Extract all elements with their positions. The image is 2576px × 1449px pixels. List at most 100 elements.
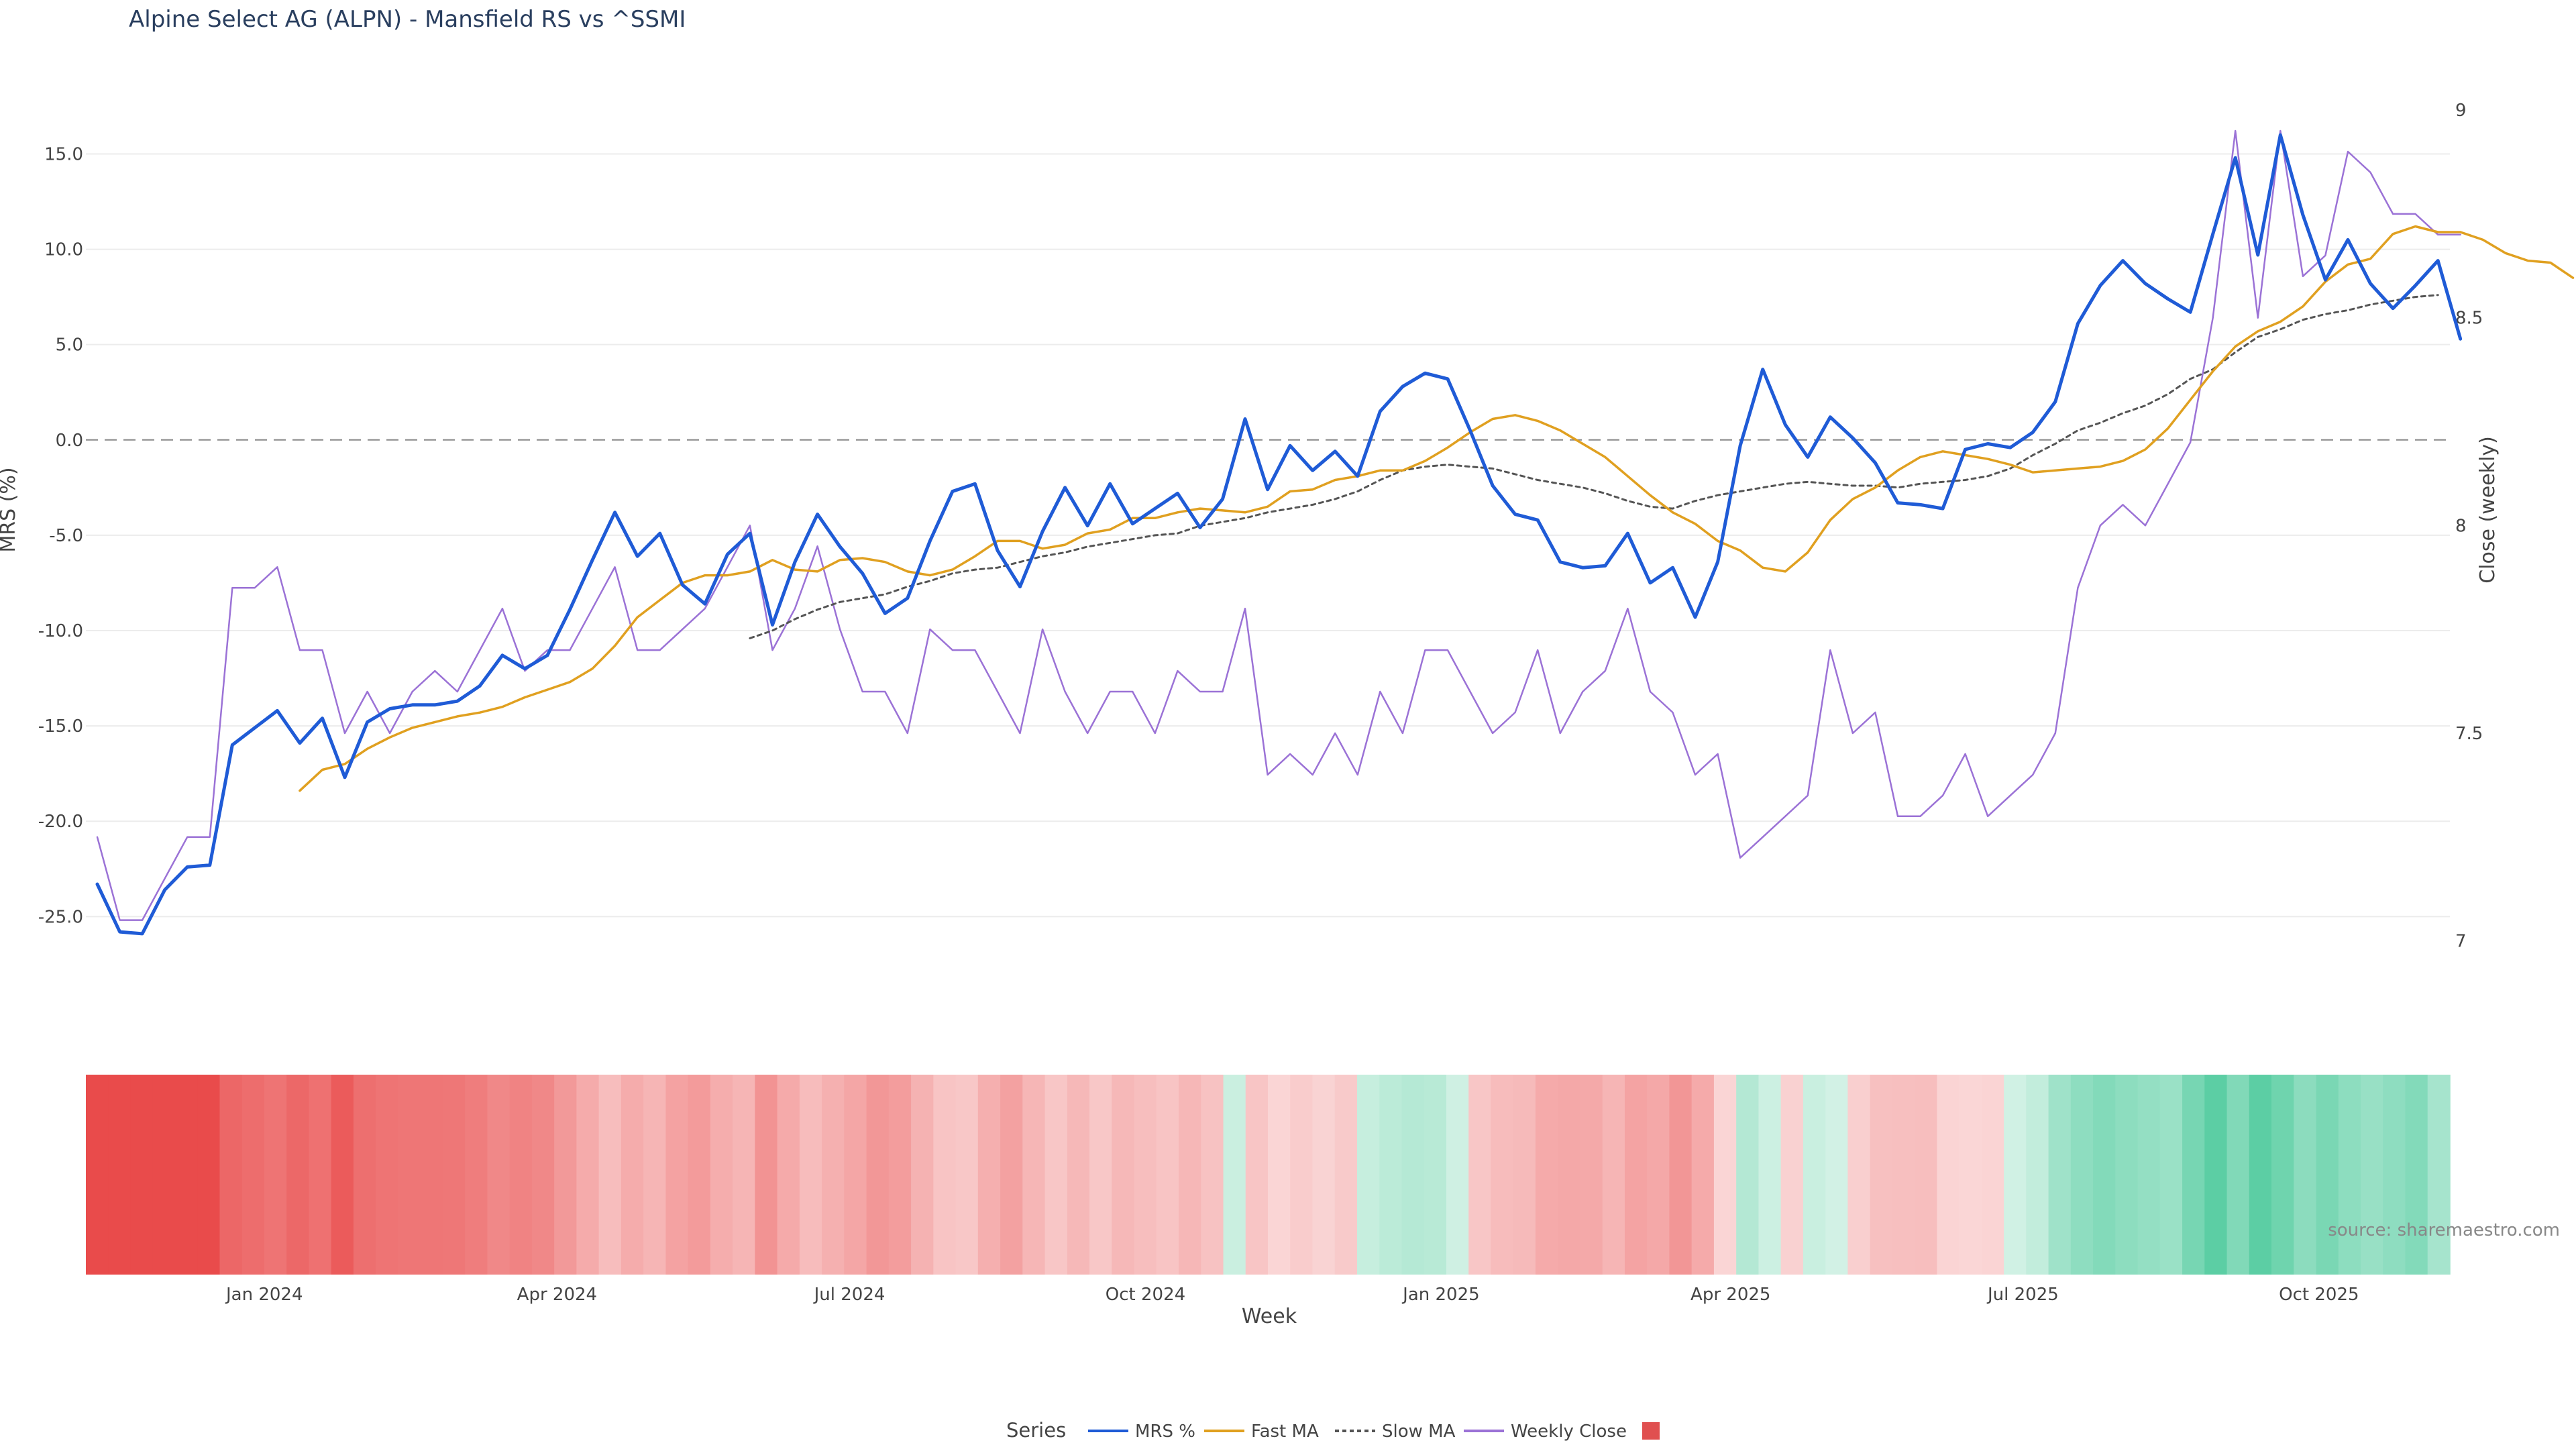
- legend-item[interactable]: Weekly Close: [1464, 1421, 1627, 1442]
- strip-cell: [86, 1075, 109, 1275]
- legend-item[interactable]: Fast MA: [1204, 1421, 1319, 1442]
- strip-cell: [1424, 1075, 1447, 1275]
- x-tick-label: Jan 2024: [225, 1285, 303, 1305]
- strip-cell: [2271, 1075, 2295, 1275]
- strip-cell: [777, 1075, 800, 1275]
- x-tick-label: Oct 2024: [1106, 1285, 1185, 1305]
- strip-cell: [2204, 1075, 2228, 1275]
- strip-cell: [1401, 1075, 1425, 1275]
- strip-cell: [2004, 1075, 2027, 1275]
- legend-label: MRS %: [1135, 1421, 1195, 1442]
- strip-cell: [1870, 1075, 1893, 1275]
- strip-cell: [219, 1075, 243, 1275]
- strip-cell: [353, 1075, 376, 1275]
- y2-tick-label: 9: [2455, 101, 2467, 121]
- strip-cell: [264, 1075, 288, 1275]
- strip-cell: [733, 1075, 756, 1275]
- strip-cell: [1847, 1075, 1871, 1275]
- series-lines: [95, 129, 2575, 936]
- strip-cell: [1491, 1075, 1514, 1275]
- strip-cell: [844, 1075, 867, 1275]
- strip-cell: [1468, 1075, 1492, 1275]
- strip-cell: [665, 1075, 689, 1275]
- strip-cell: [1379, 1075, 1403, 1275]
- strip-cell: [2316, 1075, 2339, 1275]
- strip-cell: [866, 1075, 890, 1275]
- x-tick-label: Jan 2025: [1401, 1285, 1480, 1305]
- y-tick-label: -25.0: [38, 907, 83, 927]
- series-line-mrs: [95, 133, 2463, 936]
- strip-cell: [2070, 1075, 2094, 1275]
- strip-cell: [241, 1075, 265, 1275]
- y2-tick-label: 8.5: [2455, 309, 2483, 329]
- series-line-fast-ma: [299, 225, 2575, 792]
- chart-title: Alpine Select AG (ALPN) - Mansfield RS v…: [129, 6, 686, 33]
- x-axis-title: Week: [1242, 1305, 1297, 1328]
- strip-cell: [2115, 1075, 2139, 1275]
- strip-cell: [1602, 1075, 1625, 1275]
- strip-cell: [2427, 1075, 2451, 1275]
- strip-cell: [977, 1075, 1001, 1275]
- legend-title: Series: [1006, 1419, 1066, 1442]
- strip-cell: [1915, 1075, 1938, 1275]
- strip-cell: [1201, 1075, 1224, 1275]
- strip-cell: [1112, 1075, 1135, 1275]
- strip-cell: [1580, 1075, 1603, 1275]
- strip-cell: [487, 1075, 511, 1275]
- strip-cell: [1156, 1075, 1179, 1275]
- strip-cell: [376, 1075, 399, 1275]
- heat-strip: [86, 1075, 2451, 1275]
- y-axis-title: MRS (%): [0, 467, 20, 552]
- legend-item[interactable]: MRS %: [1088, 1421, 1195, 1442]
- series-line-weekly-close: [96, 129, 2461, 921]
- strip-cell: [755, 1075, 778, 1275]
- strip-cell: [955, 1075, 979, 1275]
- strip-cell: [1892, 1075, 1915, 1275]
- legend-swatch: [1642, 1422, 1660, 1440]
- strip-cell: [2137, 1075, 2161, 1275]
- legend-item[interactable]: Slow MA: [1335, 1421, 1456, 1442]
- legend-item[interactable]: [1642, 1422, 1660, 1440]
- strip-cell: [1312, 1075, 1336, 1275]
- x-axis: Jan 2024 Apr 2024 Jul 2024 Oct 2024 Jan 2025…: [225, 1285, 2359, 1305]
- y-tick-label: -10.0: [38, 621, 83, 641]
- strip-cell: [2383, 1075, 2406, 1275]
- x-tick-label: Jul 2025: [1986, 1285, 2059, 1305]
- strip-cell: [598, 1075, 622, 1275]
- strip-cell: [576, 1075, 600, 1275]
- strip-cell: [2048, 1075, 2072, 1275]
- strip-cell: [643, 1075, 667, 1275]
- strip-cell: [1290, 1075, 1313, 1275]
- strip-cell: [2249, 1075, 2272, 1275]
- strip-cell: [442, 1075, 466, 1275]
- strip-cell: [130, 1075, 154, 1275]
- strip-cell: [531, 1075, 555, 1275]
- strip-cell: [398, 1075, 421, 1275]
- strip-cell: [1245, 1075, 1269, 1275]
- strip-cell: [331, 1075, 354, 1275]
- y2-axis-title: Close (weekly): [2476, 436, 2500, 584]
- strip-cell: [2226, 1075, 2250, 1275]
- legend: Series MRS % Fast MA Slow MA Weekly Close: [1006, 1419, 1660, 1442]
- y-tick-label: -20.0: [38, 812, 83, 832]
- strip-cell: [888, 1075, 912, 1275]
- strip-cell: [1803, 1075, 1826, 1275]
- y2-tick-label: 7: [2455, 932, 2467, 952]
- strip-cell: [1334, 1075, 1358, 1275]
- x-tick-label: Apr 2025: [1690, 1285, 1770, 1305]
- y-tick-label: -5.0: [49, 526, 83, 546]
- strip-cell: [2182, 1075, 2206, 1275]
- strip-cell: [822, 1075, 845, 1275]
- strip-cell: [1223, 1075, 1246, 1275]
- strip-cell: [621, 1075, 644, 1275]
- legend-label: Weekly Close: [1511, 1421, 1627, 1442]
- strip-cell: [1513, 1075, 1536, 1275]
- y-tick-label: 10.0: [44, 240, 83, 260]
- strip-cell: [197, 1075, 221, 1275]
- strip-cell: [509, 1075, 533, 1275]
- strip-cell: [1044, 1075, 1068, 1275]
- strip-cell: [1736, 1075, 1760, 1275]
- y-tick-label: 5.0: [56, 335, 83, 356]
- strip-cell: [2361, 1075, 2384, 1275]
